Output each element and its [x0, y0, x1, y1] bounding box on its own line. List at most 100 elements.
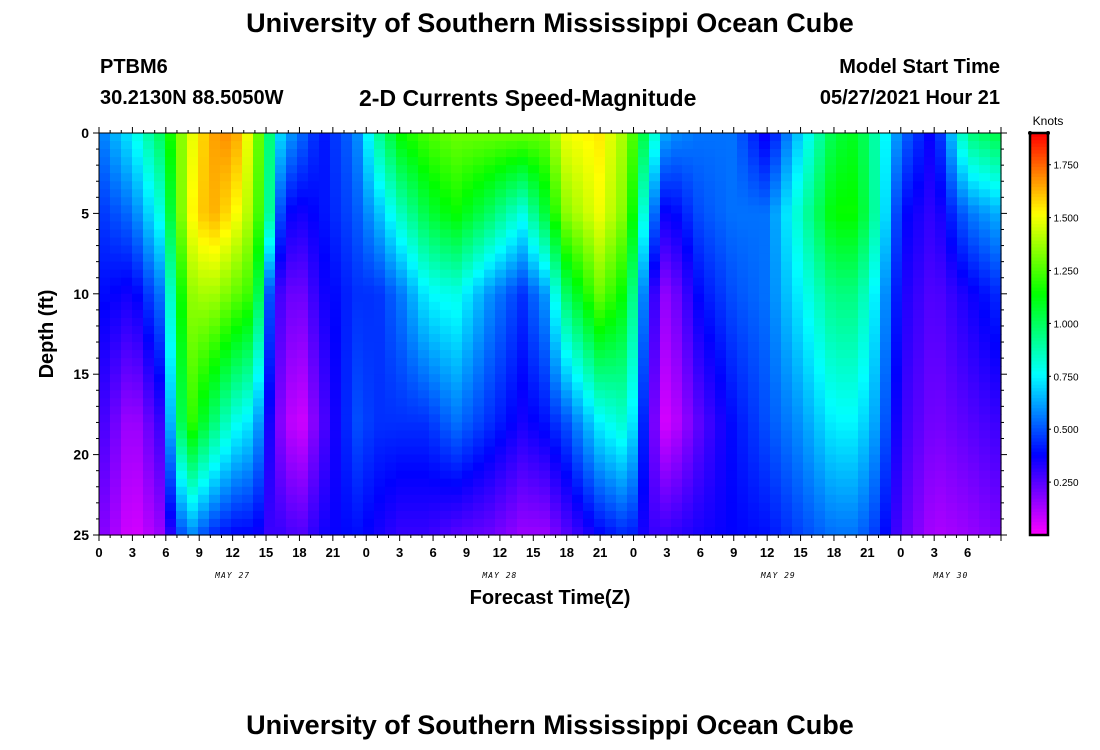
heatmap-cell	[572, 181, 584, 190]
heatmap-cell	[231, 374, 243, 383]
heatmap-cell	[792, 277, 804, 287]
heatmap-cell	[407, 229, 419, 239]
heatmap-cell	[484, 317, 496, 327]
heatmap-cell	[165, 189, 177, 198]
heatmap-cell	[561, 181, 573, 190]
heatmap-cell	[990, 181, 1002, 190]
heatmap-cell	[605, 229, 617, 239]
heatmap-cell	[286, 261, 298, 271]
heatmap-cell	[704, 141, 716, 150]
heatmap-cell	[891, 277, 903, 287]
heatmap-cell	[440, 277, 452, 287]
heatmap-cell	[363, 494, 375, 504]
heatmap-cell	[836, 269, 848, 279]
heatmap-cell	[473, 229, 485, 239]
heatmap-cell	[902, 390, 914, 399]
heatmap-cell	[187, 149, 199, 158]
heatmap-cell	[660, 293, 672, 303]
colorbar-tick-label: 1.000	[1053, 319, 1078, 330]
heatmap-cell	[891, 181, 903, 190]
heatmap-cell	[121, 454, 133, 464]
heatmap-cell	[869, 173, 881, 182]
heatmap-cell	[583, 334, 595, 343]
heatmap-cell	[297, 173, 309, 182]
heatmap-cell	[429, 309, 441, 319]
heatmap-cell	[616, 149, 628, 158]
heatmap-cell	[968, 149, 980, 158]
heatmap-cell	[220, 309, 232, 319]
heatmap-cell	[715, 446, 727, 456]
heatmap-cell	[693, 406, 705, 415]
heatmap-cell	[737, 325, 749, 335]
heatmap-cell	[990, 382, 1002, 391]
heatmap-cell	[990, 526, 1002, 536]
heatmap-cell	[781, 277, 793, 287]
heatmap-cell	[924, 165, 936, 174]
heatmap-cell	[869, 358, 881, 367]
heatmap-cell	[792, 510, 804, 520]
heatmap-cell	[319, 374, 331, 383]
heatmap-cell	[935, 181, 947, 190]
heatmap-cell	[550, 165, 562, 174]
heatmap-cell	[660, 382, 672, 391]
heatmap-cell	[363, 470, 375, 480]
heatmap-cell	[253, 422, 265, 432]
heatmap-cell	[341, 269, 353, 279]
heatmap-cell	[473, 245, 485, 255]
heatmap-cell	[627, 478, 639, 488]
heatmap-cell	[264, 149, 276, 158]
heatmap-cell	[154, 422, 166, 432]
heatmap-cell	[682, 526, 694, 536]
heatmap-cell	[935, 229, 947, 239]
heatmap-cell	[704, 317, 716, 327]
heatmap-cell	[836, 334, 848, 343]
heatmap-cell	[594, 382, 606, 391]
heatmap-cell	[792, 438, 804, 448]
heatmap-cell	[726, 205, 738, 214]
heatmap-cell	[319, 221, 331, 231]
heatmap-cell	[715, 229, 727, 239]
heatmap-cell	[330, 438, 342, 448]
colorbar-tick-label: 1.500	[1053, 214, 1078, 225]
heatmap-cell	[627, 446, 639, 456]
heatmap-cell	[253, 197, 265, 206]
heatmap-cell	[704, 229, 716, 239]
heatmap-cell	[847, 518, 859, 528]
heatmap-cell	[407, 189, 419, 198]
heatmap-cell	[154, 293, 166, 303]
heatmap-cell	[550, 213, 562, 223]
heatmap-cell	[726, 398, 738, 407]
heatmap-cell	[242, 173, 254, 182]
heatmap-cell	[671, 382, 683, 391]
heatmap-cell	[110, 478, 122, 488]
heatmap-cell	[715, 470, 727, 480]
heatmap-cell	[253, 141, 265, 150]
colorbar-segment	[1030, 310, 1048, 315]
heatmap-cell	[319, 277, 331, 287]
heatmap-cell	[407, 342, 419, 351]
heatmap-cell	[220, 205, 232, 214]
heatmap-cell	[198, 398, 210, 407]
heatmap-cell	[319, 205, 331, 214]
heatmap-cell	[759, 165, 771, 174]
heatmap-cell	[330, 325, 342, 335]
heatmap-cell	[550, 277, 562, 287]
heatmap-cell	[847, 197, 859, 206]
heatmap-cell	[484, 229, 496, 239]
heatmap-cell	[682, 237, 694, 247]
heatmap-cell	[594, 141, 606, 150]
heatmap-cell	[506, 205, 518, 214]
heatmap-cell	[176, 478, 188, 488]
heatmap-cell	[484, 133, 496, 142]
heatmap-cell	[484, 325, 496, 335]
heatmap-cell	[198, 173, 210, 182]
heatmap-cell	[737, 181, 749, 190]
colorbar-segment	[1030, 290, 1048, 295]
heatmap-cell	[451, 245, 463, 255]
heatmap-cell	[231, 478, 243, 488]
heatmap-cell	[935, 398, 947, 407]
heatmap-cell	[913, 438, 925, 448]
heatmap-cell	[627, 141, 639, 150]
heatmap-cell	[583, 277, 595, 287]
heatmap-cell	[594, 502, 606, 512]
